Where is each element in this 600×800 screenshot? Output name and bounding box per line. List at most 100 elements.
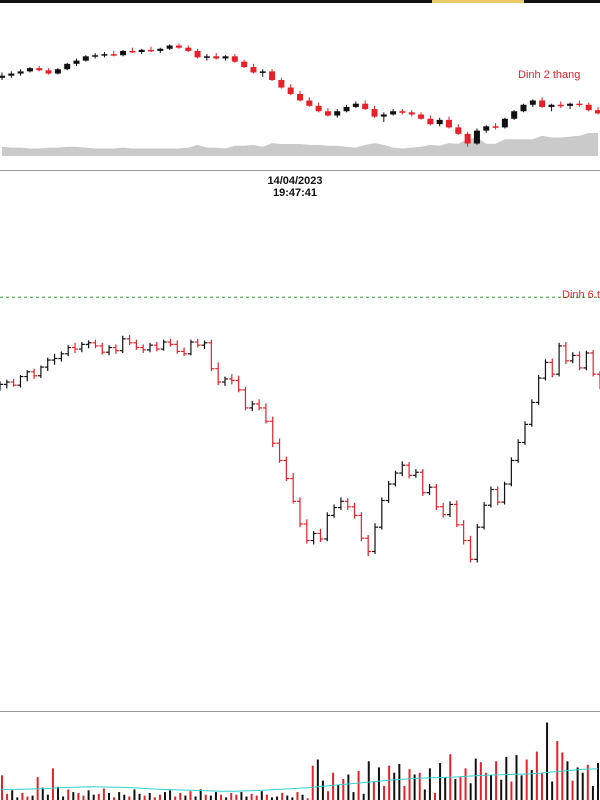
overview-candle xyxy=(511,110,518,120)
overview-candle xyxy=(501,117,508,129)
ohlc-bar xyxy=(406,462,413,479)
overview-candle xyxy=(203,54,210,61)
volume-bar xyxy=(281,792,284,800)
volume-bar xyxy=(214,792,217,800)
volume-bar xyxy=(184,795,187,800)
overview-divider[interactable] xyxy=(0,170,600,171)
ohlc-bar xyxy=(419,469,426,496)
ohlc-bar xyxy=(269,416,276,448)
main-price-chart[interactable]: Dinh 6 t xyxy=(0,200,600,710)
overview-candle xyxy=(241,59,248,69)
ohlc-bar xyxy=(283,456,290,481)
overview-candle xyxy=(120,49,127,57)
overview-candle xyxy=(371,105,378,118)
volume-bar xyxy=(255,795,258,800)
ohlc-bar xyxy=(467,535,474,563)
volume-bar xyxy=(138,793,141,800)
ohlc-bar xyxy=(262,403,269,424)
ohlc-bar xyxy=(92,339,99,349)
volume-bar xyxy=(561,752,564,800)
volume-bar xyxy=(327,791,330,800)
ohlc-bar xyxy=(194,338,201,348)
ohlc-bar xyxy=(453,500,460,528)
ohlc-bar xyxy=(392,470,399,487)
volume-bar xyxy=(510,781,513,800)
volume-bar xyxy=(530,770,533,800)
volume-bar xyxy=(311,765,314,800)
ohlc-bar xyxy=(276,438,283,463)
overview-candle-chart: Dinh 2 thang xyxy=(0,43,600,156)
volume-divider[interactable] xyxy=(0,711,600,712)
overview-candle xyxy=(567,102,574,110)
ohlc-bar xyxy=(256,399,263,411)
top-toolbar-strip xyxy=(0,0,600,3)
overview-candle xyxy=(259,69,266,77)
ohlc-bar xyxy=(337,497,344,510)
ohlc-bar xyxy=(119,335,126,353)
volume-bar xyxy=(148,792,151,800)
volume-bar xyxy=(26,796,29,800)
volume-bar xyxy=(230,792,233,800)
volume-bar xyxy=(270,797,273,800)
overview-candle xyxy=(231,54,238,63)
volume-bar xyxy=(57,786,60,800)
volume-bar xyxy=(301,794,304,800)
overview-candle xyxy=(473,128,480,145)
ohlc-bar xyxy=(72,342,78,353)
overview-candle xyxy=(157,47,164,54)
volume-bar xyxy=(209,795,212,800)
volume-bar xyxy=(444,777,447,800)
overview-candle xyxy=(390,109,397,116)
overview-candle xyxy=(483,125,490,133)
volume-bar xyxy=(433,792,436,800)
ohlc-bar xyxy=(440,502,447,518)
overview-candle xyxy=(185,45,192,52)
crosshair-timestamp: 14/04/2023 19:47:41 xyxy=(240,175,350,199)
ohlc-bar xyxy=(317,528,324,543)
ohlc-bar xyxy=(147,342,153,353)
ohlc-bar xyxy=(228,374,235,385)
ohlc-bar xyxy=(17,374,24,388)
volume-bar xyxy=(439,763,442,800)
overview-candle xyxy=(194,48,201,59)
overview-candle xyxy=(297,90,303,102)
ohlc-bar xyxy=(501,481,508,505)
volume-bar xyxy=(581,772,584,800)
volume-bar xyxy=(347,774,350,800)
ohlc-bar xyxy=(153,342,160,352)
overview-candle xyxy=(306,97,313,107)
volume-bar xyxy=(546,722,549,800)
volume-bar xyxy=(82,795,85,800)
volume-bar xyxy=(245,796,248,800)
ohlc-bar xyxy=(126,334,133,346)
overview-candle xyxy=(166,44,173,50)
overview-candles xyxy=(0,43,600,147)
ohlc-bar xyxy=(0,381,3,391)
volume-bar xyxy=(225,797,228,800)
volume-bar xyxy=(87,790,90,800)
toolbar-accent-tab[interactable] xyxy=(432,0,524,3)
volume-bar xyxy=(179,792,182,800)
ohlc-bar xyxy=(181,347,188,357)
overview-candle xyxy=(399,109,406,115)
volume-bar xyxy=(169,790,172,800)
main-annotation: Dinh 6 t xyxy=(562,289,600,301)
ohlc-bar xyxy=(51,353,58,365)
overview-candle xyxy=(324,108,331,117)
volume-bar xyxy=(72,792,75,800)
overview-candle xyxy=(129,47,136,54)
ohlc-bar xyxy=(412,469,419,478)
ohlc-bar xyxy=(222,376,228,386)
overview-candle xyxy=(427,115,434,126)
volume-bar xyxy=(1,775,3,800)
ohlc-bar xyxy=(174,340,181,354)
ohlc-bar xyxy=(344,498,351,510)
overview-candle xyxy=(436,117,443,127)
volume-bar xyxy=(428,768,431,800)
volume-bar-chart xyxy=(1,722,599,800)
overview-candle xyxy=(17,69,24,76)
overview-candle xyxy=(138,48,145,55)
volume-bar xyxy=(41,787,44,800)
volume-bar xyxy=(164,792,167,800)
volume-bar xyxy=(597,763,599,800)
